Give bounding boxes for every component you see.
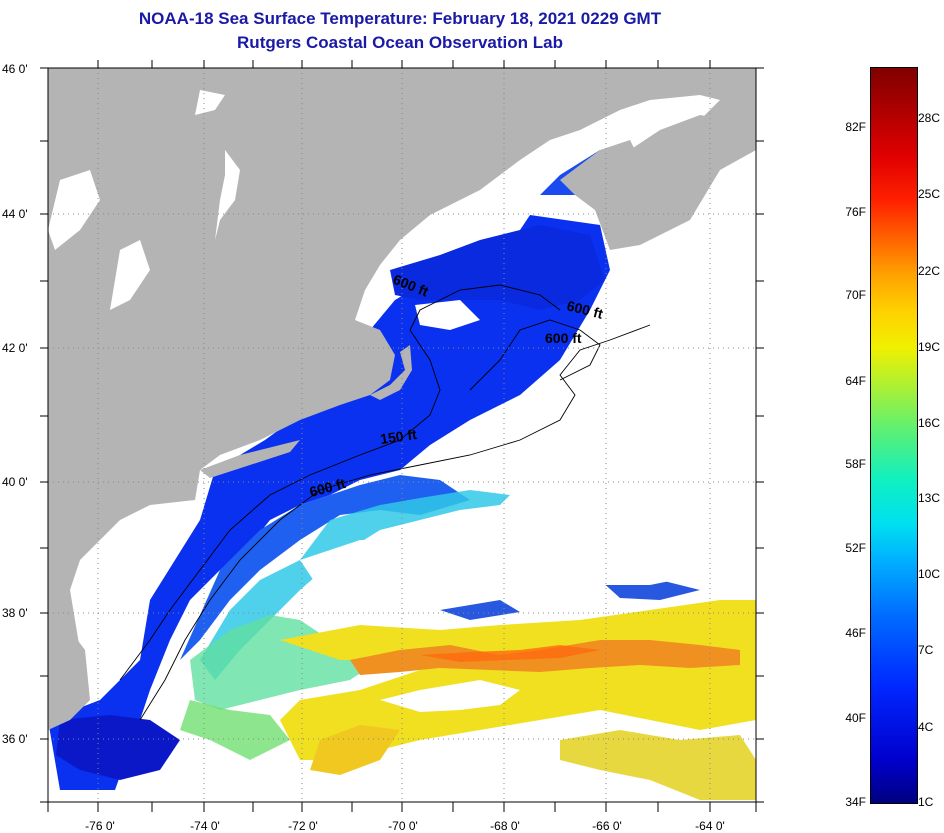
colorbar-f-label: 52F	[845, 541, 866, 555]
colorbar-f-label: 64F	[845, 374, 866, 388]
contour-label: 150 ft	[379, 426, 418, 447]
colorbar-c-label: 1C	[918, 795, 934, 809]
colorbar-c-label: 10C	[918, 567, 941, 581]
contour-georges	[469, 319, 601, 391]
cloud-patch-stream	[380, 680, 520, 712]
warm-eddy-south	[310, 725, 400, 775]
colorbar-c-label: 4C	[918, 720, 934, 734]
lon-label: -66 0'	[592, 819, 622, 833]
map-subtitle: Rutgers Coastal Ocean Observation Lab	[237, 33, 563, 52]
land-nova-scotia	[595, 115, 740, 245]
lon-label: -72 0'	[288, 819, 318, 833]
eddy-blue-patches	[440, 580, 700, 620]
slope-water-band	[200, 490, 510, 680]
lat-label: 44 0'	[2, 207, 28, 221]
colorbar-c-label: 22C	[918, 264, 941, 278]
cloud-patch-gom	[415, 300, 480, 330]
cold-water-south	[56, 715, 180, 780]
lat-label: 46 0'	[2, 62, 28, 76]
warm-patch-southeast	[560, 730, 756, 800]
land-mainland	[48, 68, 756, 730]
contour-600ft	[139, 324, 651, 721]
cloud-patch-central	[300, 540, 700, 605]
chesapeake-land	[48, 630, 90, 730]
gulf-stream-core	[420, 645, 600, 662]
lat-label: 40 0'	[2, 475, 28, 489]
lon-label: -68 0'	[490, 819, 520, 833]
colorbar-f-label: 82F	[845, 120, 866, 134]
colorbar-c-label: 25C	[918, 187, 941, 201]
colorbar-c-label: 19C	[918, 340, 941, 354]
long-island	[200, 440, 300, 478]
tick-marks	[40, 60, 764, 812]
lat-label: 42 0'	[2, 341, 28, 355]
slope-water-green	[190, 615, 380, 710]
shelf-water-cold	[48, 215, 610, 790]
lon-label: -74 0'	[190, 819, 220, 833]
colorbar-c-label: 28C	[918, 111, 941, 125]
temperature-colorbar	[870, 67, 918, 804]
colorbar-f-label: 76F	[845, 205, 866, 219]
colorbar-f-label: 58F	[845, 457, 866, 471]
colorbar-c-label: 16C	[918, 416, 941, 430]
colorbar-f-label: 70F	[845, 288, 866, 302]
lat-label: 36 0'	[2, 732, 28, 746]
contour-label: 600 ft	[545, 330, 582, 346]
lat-label: 38 0'	[2, 606, 28, 620]
colorbar-c-label: 7C	[918, 643, 934, 657]
contour-150ft	[119, 284, 561, 681]
colorbar-c-label: 13C	[918, 491, 941, 505]
cape-cod	[370, 345, 412, 400]
graticule	[48, 68, 756, 802]
colorbar-f-label: 46F	[845, 626, 866, 640]
map-title: NOAA-18 Sea Surface Temperature: Februar…	[138, 9, 662, 28]
lon-label: -64 0'	[695, 819, 725, 833]
lon-label: -70 0'	[388, 819, 418, 833]
lon-label: -76 0'	[85, 819, 115, 833]
gulf-of-maine-water	[390, 225, 605, 310]
green-south-band	[180, 700, 290, 760]
shelf-water-mid	[180, 475, 470, 660]
colorbar-f-label: 40F	[845, 711, 866, 725]
colorbar-f-label: 34F	[845, 795, 866, 809]
bathymetry-contours	[119, 284, 651, 721]
